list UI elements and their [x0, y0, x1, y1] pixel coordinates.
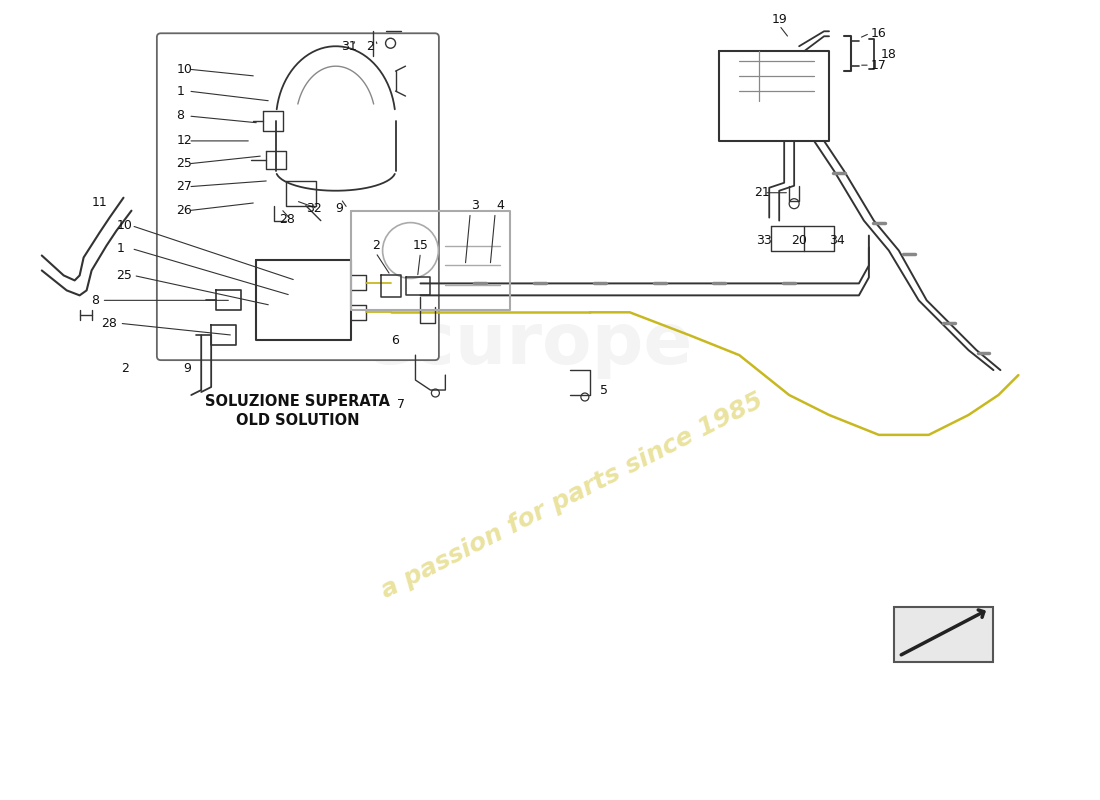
Text: 8: 8: [91, 294, 100, 307]
Text: 10: 10: [176, 62, 192, 76]
Text: 1: 1: [117, 242, 124, 255]
Text: 12: 12: [176, 134, 192, 147]
Text: a passion for parts since 1985: a passion for parts since 1985: [377, 388, 767, 603]
Text: 27: 27: [176, 180, 192, 194]
Text: 8: 8: [176, 110, 185, 122]
FancyBboxPatch shape: [894, 607, 993, 662]
Text: 25: 25: [117, 269, 132, 282]
Text: 19: 19: [771, 13, 788, 26]
Text: ecurope: ecurope: [363, 310, 693, 378]
Text: 4: 4: [496, 199, 504, 212]
Text: 10: 10: [117, 219, 132, 232]
Text: 28: 28: [101, 317, 118, 330]
Text: 9: 9: [336, 202, 343, 215]
Text: 17: 17: [871, 58, 887, 72]
Text: 32: 32: [306, 202, 321, 215]
Text: 2: 2: [365, 40, 374, 53]
Text: 9: 9: [184, 362, 191, 374]
Text: 33: 33: [757, 234, 772, 247]
Text: 11: 11: [91, 196, 108, 209]
Text: 15: 15: [412, 239, 428, 252]
Text: 21: 21: [755, 186, 770, 199]
Text: 1: 1: [176, 85, 184, 98]
Text: 18: 18: [881, 48, 896, 61]
FancyBboxPatch shape: [157, 34, 439, 360]
Text: 28: 28: [279, 213, 295, 226]
Text: 20: 20: [791, 234, 807, 247]
Text: 34: 34: [829, 234, 845, 247]
Text: 7: 7: [396, 398, 405, 411]
Text: 3: 3: [471, 199, 480, 212]
Text: 6: 6: [392, 334, 399, 346]
Text: 31: 31: [341, 40, 356, 53]
Text: 26: 26: [176, 204, 192, 217]
Text: 5: 5: [600, 383, 608, 397]
Text: SOLUZIONE SUPERATA
OLD SOLUTION: SOLUZIONE SUPERATA OLD SOLUTION: [206, 394, 390, 429]
Text: 16: 16: [871, 26, 887, 40]
Text: 2: 2: [372, 239, 379, 252]
Text: 25: 25: [176, 158, 192, 170]
Text: 2: 2: [121, 362, 130, 374]
